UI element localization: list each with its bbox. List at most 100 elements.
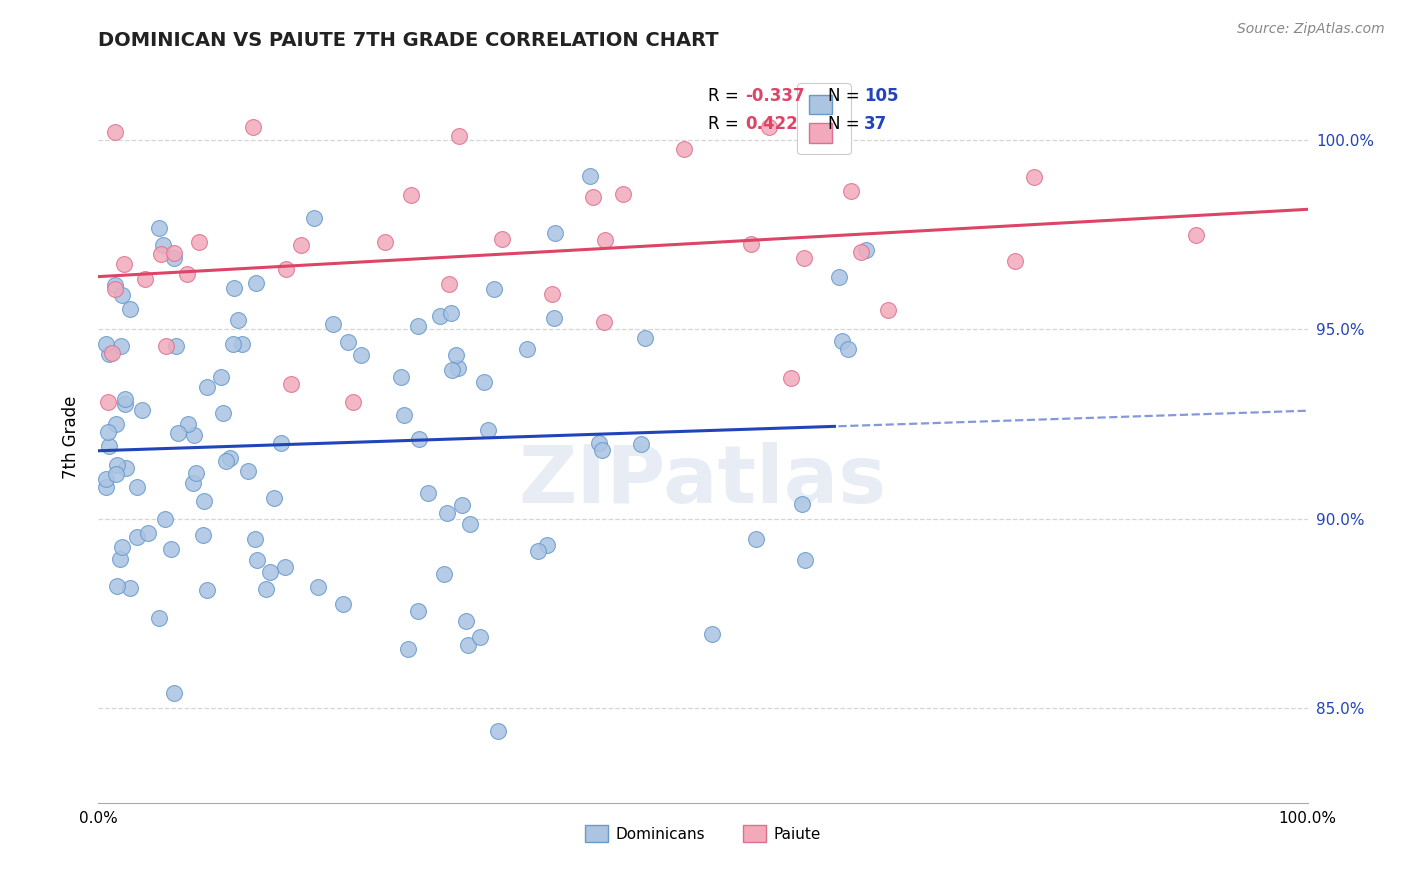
Point xyxy=(406,319,429,334)
Text: R =: R = xyxy=(707,115,738,133)
Point xyxy=(111,540,134,554)
Point xyxy=(429,309,451,323)
Point xyxy=(447,129,470,144)
Text: 37: 37 xyxy=(863,115,887,133)
Point xyxy=(97,425,120,439)
Point xyxy=(110,288,132,302)
Point xyxy=(456,614,478,628)
Point xyxy=(214,454,236,468)
Point xyxy=(193,494,215,508)
Point xyxy=(444,348,467,362)
Point xyxy=(276,261,298,276)
Point xyxy=(212,406,235,420)
Point xyxy=(593,315,616,329)
Point xyxy=(103,282,125,296)
Point xyxy=(582,190,605,204)
Point xyxy=(148,611,170,625)
Point xyxy=(245,532,267,546)
Point xyxy=(350,348,373,362)
Point xyxy=(162,246,184,260)
Text: N =: N = xyxy=(828,87,859,105)
Point xyxy=(167,426,190,441)
Point xyxy=(578,169,600,183)
Text: Source: ZipAtlas.com: Source: ZipAtlas.com xyxy=(1237,22,1385,37)
Point xyxy=(153,511,176,525)
Point xyxy=(593,233,616,247)
Point xyxy=(396,642,419,657)
Point xyxy=(160,542,183,557)
Legend: Dominicans, Paiute: Dominicans, Paiute xyxy=(578,817,828,850)
Text: 105: 105 xyxy=(863,87,898,105)
Point xyxy=(389,370,412,384)
Point xyxy=(793,251,815,265)
Point xyxy=(226,313,249,327)
Point xyxy=(527,544,550,558)
Point xyxy=(150,246,173,260)
Point xyxy=(849,245,872,260)
Point xyxy=(322,318,344,332)
Point xyxy=(94,480,117,494)
Point xyxy=(491,232,513,246)
Point xyxy=(222,281,245,295)
Text: 0.422: 0.422 xyxy=(745,115,799,133)
Point xyxy=(433,566,456,581)
Point xyxy=(108,551,131,566)
Point xyxy=(440,306,463,320)
Point xyxy=(588,436,610,450)
Point xyxy=(374,235,396,250)
Point xyxy=(280,376,302,391)
Point xyxy=(406,604,429,618)
Point xyxy=(165,338,187,352)
Point xyxy=(332,597,354,611)
Point xyxy=(472,375,495,389)
Point xyxy=(745,533,768,547)
Point xyxy=(259,565,281,579)
Point xyxy=(176,267,198,281)
Point xyxy=(148,221,170,235)
Point xyxy=(98,347,121,361)
Point xyxy=(468,630,491,644)
Point xyxy=(195,583,218,598)
Point xyxy=(105,458,128,472)
Point xyxy=(418,486,440,500)
Point xyxy=(96,395,118,409)
Point xyxy=(191,528,214,542)
Point xyxy=(263,491,285,506)
Point xyxy=(219,450,242,465)
Point xyxy=(104,417,127,431)
Point xyxy=(222,336,245,351)
Point xyxy=(1185,227,1208,242)
Point xyxy=(114,396,136,410)
Point xyxy=(177,417,200,432)
Point xyxy=(543,226,565,240)
Point xyxy=(97,439,120,453)
Point xyxy=(447,360,470,375)
Point xyxy=(118,581,141,595)
Point xyxy=(839,185,862,199)
Point xyxy=(336,335,359,350)
Point xyxy=(231,337,253,351)
Point xyxy=(104,124,127,138)
Point xyxy=(118,301,141,316)
Point xyxy=(486,724,509,739)
Point xyxy=(855,243,877,257)
Text: R =: R = xyxy=(707,87,738,105)
Point xyxy=(451,498,474,512)
Point xyxy=(246,552,269,566)
Point xyxy=(634,331,657,345)
Point xyxy=(112,257,135,271)
Point xyxy=(110,338,132,352)
Point xyxy=(183,428,205,442)
Point xyxy=(630,437,652,451)
Point xyxy=(780,371,803,385)
Point xyxy=(740,237,762,252)
Point xyxy=(591,442,613,457)
Point xyxy=(792,497,814,511)
Point xyxy=(114,392,136,406)
Point xyxy=(274,559,297,574)
Point xyxy=(125,480,148,494)
Point xyxy=(236,464,259,478)
Point xyxy=(155,339,177,353)
Text: N =: N = xyxy=(828,115,859,133)
Point xyxy=(758,120,780,134)
